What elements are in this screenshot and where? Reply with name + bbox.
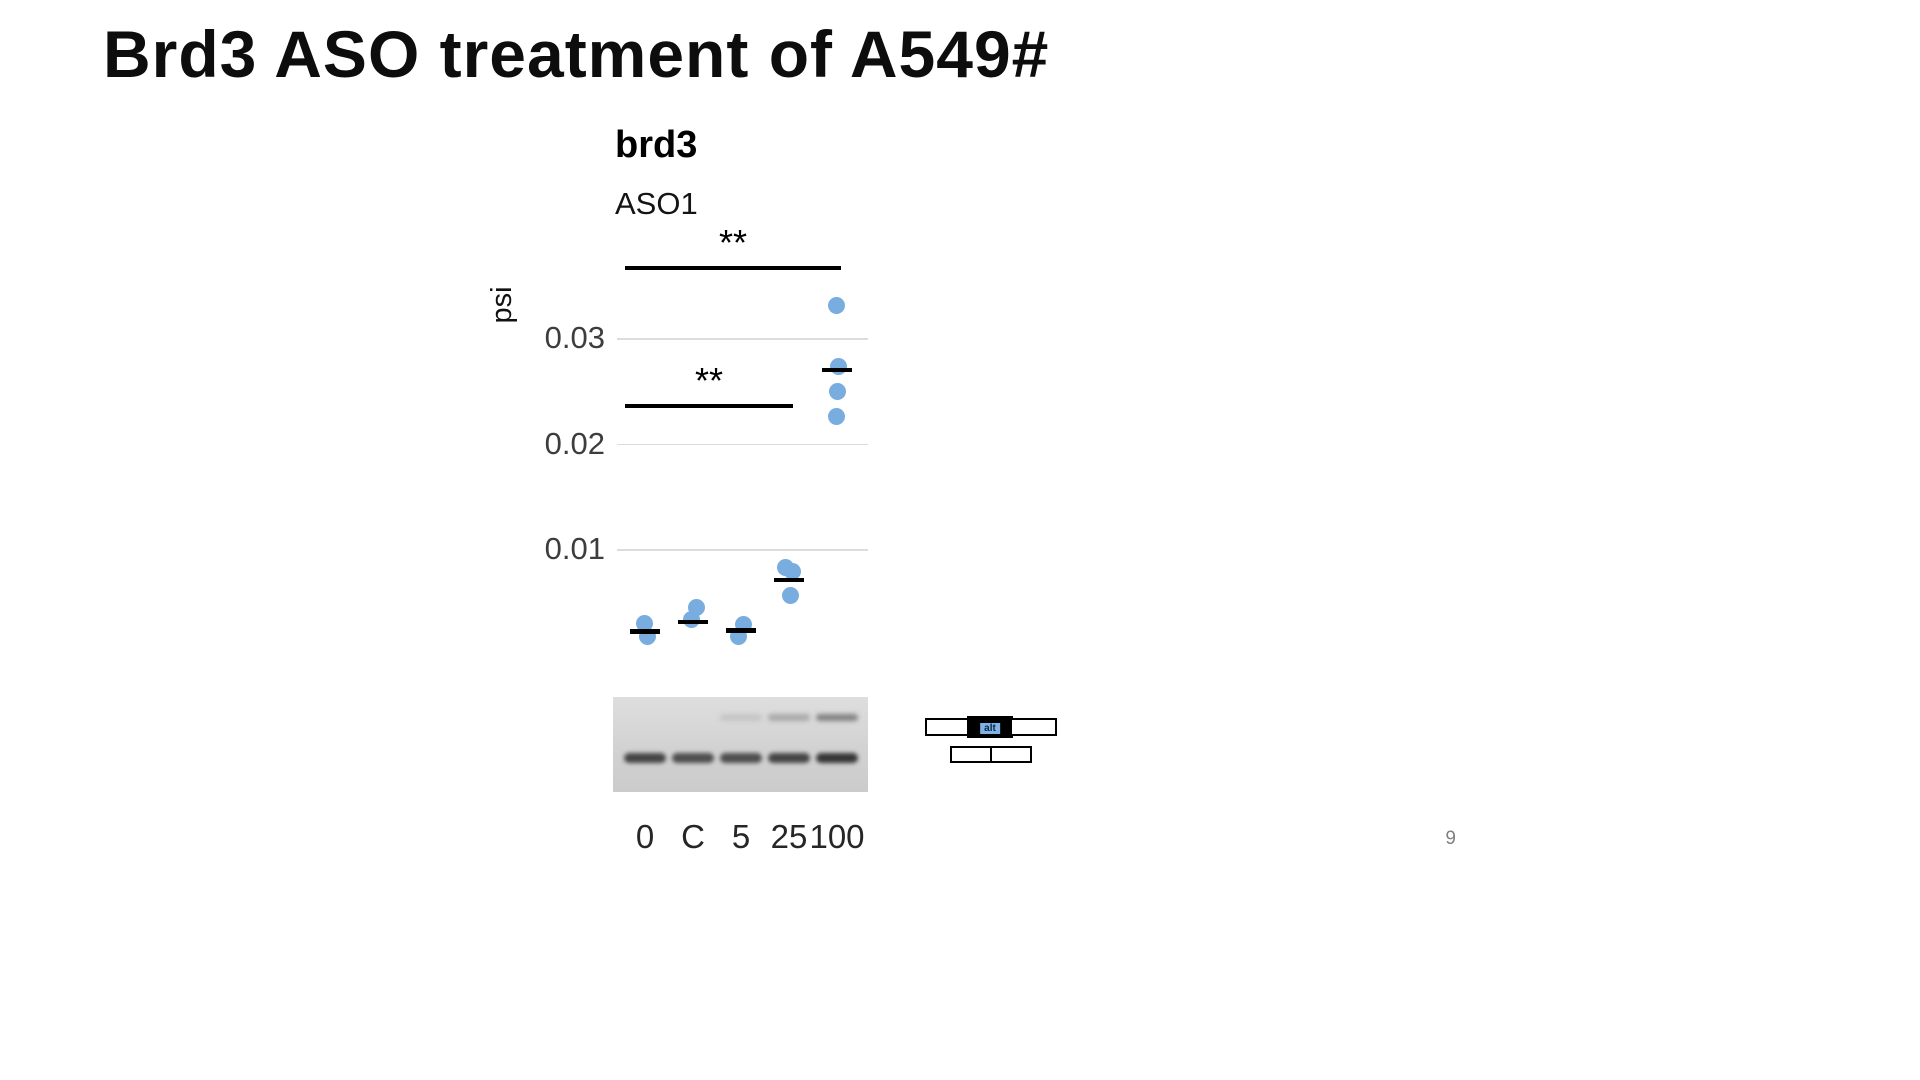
- x-tick-label: 5: [731, 818, 751, 855]
- median-line: [774, 577, 804, 583]
- alt-exon-label: alt: [980, 723, 1000, 734]
- gridline: [617, 443, 868, 445]
- data-point: [683, 610, 700, 628]
- median-line: [726, 628, 756, 633]
- skipped-exon-box-right: [990, 746, 1032, 763]
- gel-lower-band: [768, 753, 810, 763]
- median-line: [822, 367, 852, 373]
- gel-upper-band: [816, 714, 858, 721]
- significance-label: **: [718, 222, 748, 264]
- significance-bar: [625, 266, 841, 270]
- y-axis-label: psi: [486, 286, 518, 324]
- x-tick-label: 0: [635, 818, 655, 855]
- y-tick-label: 0.01: [544, 531, 605, 566]
- significance-label: **: [694, 360, 724, 402]
- y-tick-label: 0.03: [544, 320, 605, 355]
- x-tick-label: 25: [770, 818, 808, 855]
- gel-upper-band: [768, 714, 810, 721]
- significance-bar: [625, 404, 793, 408]
- gridline: [617, 549, 868, 551]
- data-point: [829, 382, 846, 400]
- gel-lower-band: [672, 753, 714, 763]
- data-point: [777, 558, 794, 576]
- gel-lower-band: [720, 753, 762, 763]
- gel-lower-band: [624, 753, 666, 763]
- gridline: [617, 338, 868, 340]
- alt-exon-box: alt: [967, 716, 1013, 738]
- exon-box-right: [1010, 718, 1057, 736]
- gel-upper-band: [720, 714, 762, 721]
- slide-title: Brd3 ASO treatment of A549#: [103, 17, 1050, 91]
- data-point: [735, 615, 752, 633]
- y-tick-label: 0.02: [544, 425, 605, 461]
- data-point: [688, 599, 705, 617]
- skipped-exon-box-left: [950, 746, 992, 763]
- x-tick-label: C: [681, 818, 705, 855]
- data-point: [828, 297, 845, 315]
- exon-box-left: [925, 718, 973, 736]
- data-point: [730, 627, 747, 645]
- data-point: [639, 627, 656, 645]
- data-point: [784, 563, 801, 581]
- isoform-diagram: alt: [920, 712, 1070, 772]
- x-tick-label: 100: [809, 818, 865, 855]
- chart-title: brd3: [615, 124, 698, 166]
- gel-lower-band: [816, 753, 858, 763]
- median-line: [630, 629, 660, 634]
- data-point: [828, 408, 845, 426]
- page-number: 9: [1445, 828, 1456, 849]
- median-line: [678, 619, 708, 625]
- chart-subtitle: ASO1: [615, 186, 698, 221]
- gel-image: [613, 697, 868, 792]
- data-point: [830, 358, 847, 376]
- data-point: [782, 587, 799, 605]
- data-point: [636, 614, 653, 632]
